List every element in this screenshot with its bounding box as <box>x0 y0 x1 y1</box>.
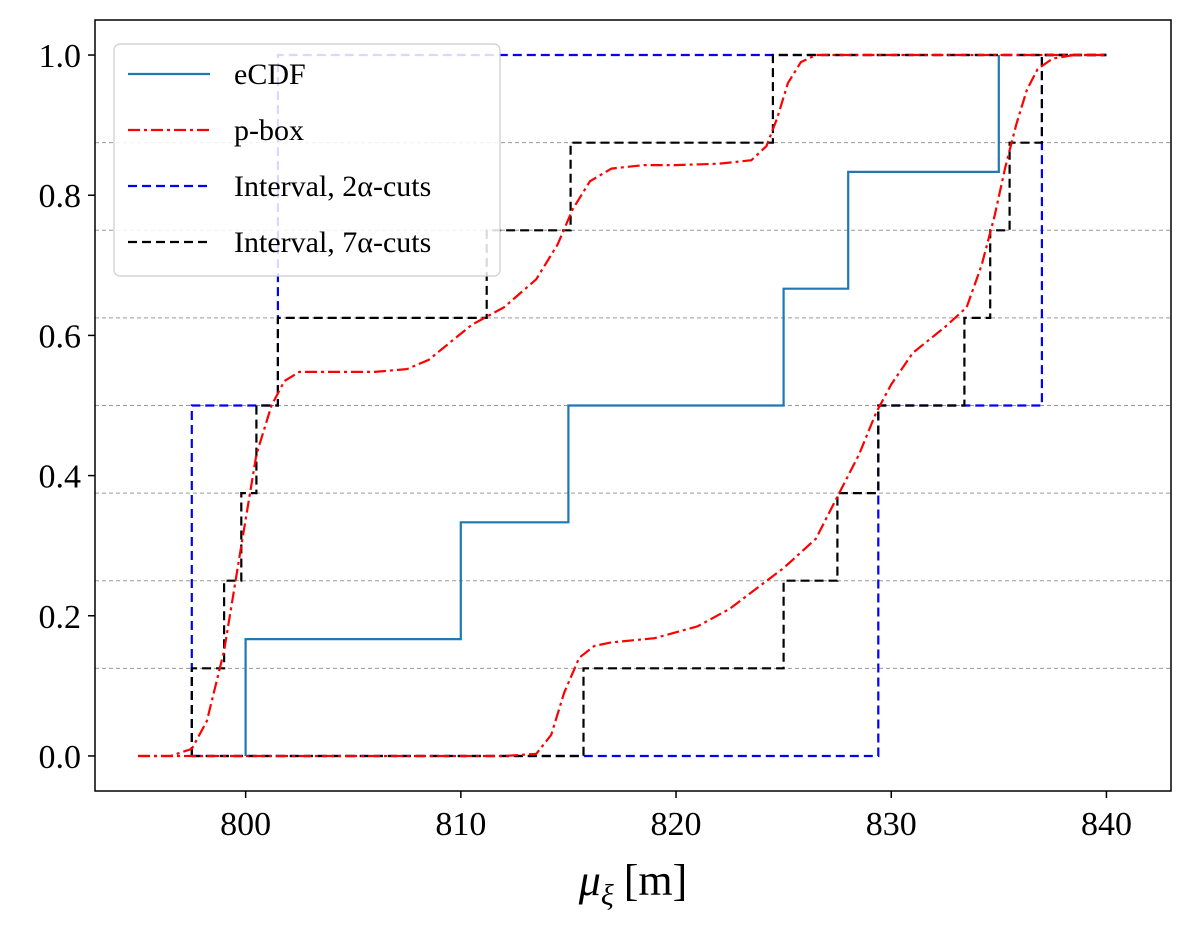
x-tick-label: 820 <box>651 806 702 843</box>
series-p-box-lower <box>138 53 1107 758</box>
legend-label: p-box <box>234 114 304 147</box>
x-axis-label-subscript: ξ <box>601 879 614 912</box>
legend-box <box>113 43 501 277</box>
series-layer <box>138 53 1107 758</box>
legend-label: eCDF <box>234 58 306 91</box>
series-ecdf <box>244 55 1000 756</box>
x-tick-label: 830 <box>866 806 917 843</box>
x-axis-label: μξ [m] <box>578 856 687 912</box>
series-interval-7-cuts-lower <box>191 53 1107 758</box>
x-tick-label: 840 <box>1081 806 1132 843</box>
y-tick-label: 0.8 <box>39 178 82 215</box>
x-tick-label: 800 <box>220 806 271 843</box>
x-axis-label-symbol: μ <box>578 856 601 905</box>
series-p-box-upper <box>138 53 1107 758</box>
legend-label: Interval, 7α-cuts <box>234 226 431 259</box>
series-interval-7-cuts-upper <box>190 53 1107 756</box>
y-tick-label: 1.0 <box>39 38 82 75</box>
plot-frame <box>94 19 1172 792</box>
y-tick-label: 0.0 <box>39 739 82 776</box>
y-tick-label: 0.2 <box>39 599 82 636</box>
x-axis-label-unit: [m] <box>624 856 688 905</box>
axis-ticks: 800 810 820 830 840 0.0 0.2 0.4 0.6 0.8 1.0 <box>39 38 1132 843</box>
y-tick-label: 0.6 <box>39 318 82 355</box>
legend: eCDF p-box Interval, 2α-cuts Interval, 7α-c… <box>113 43 501 277</box>
x-tick-label: 810 <box>435 806 486 843</box>
y-tick-label: 0.4 <box>39 459 82 496</box>
legend-label: Interval, 2α-cuts <box>234 170 431 203</box>
